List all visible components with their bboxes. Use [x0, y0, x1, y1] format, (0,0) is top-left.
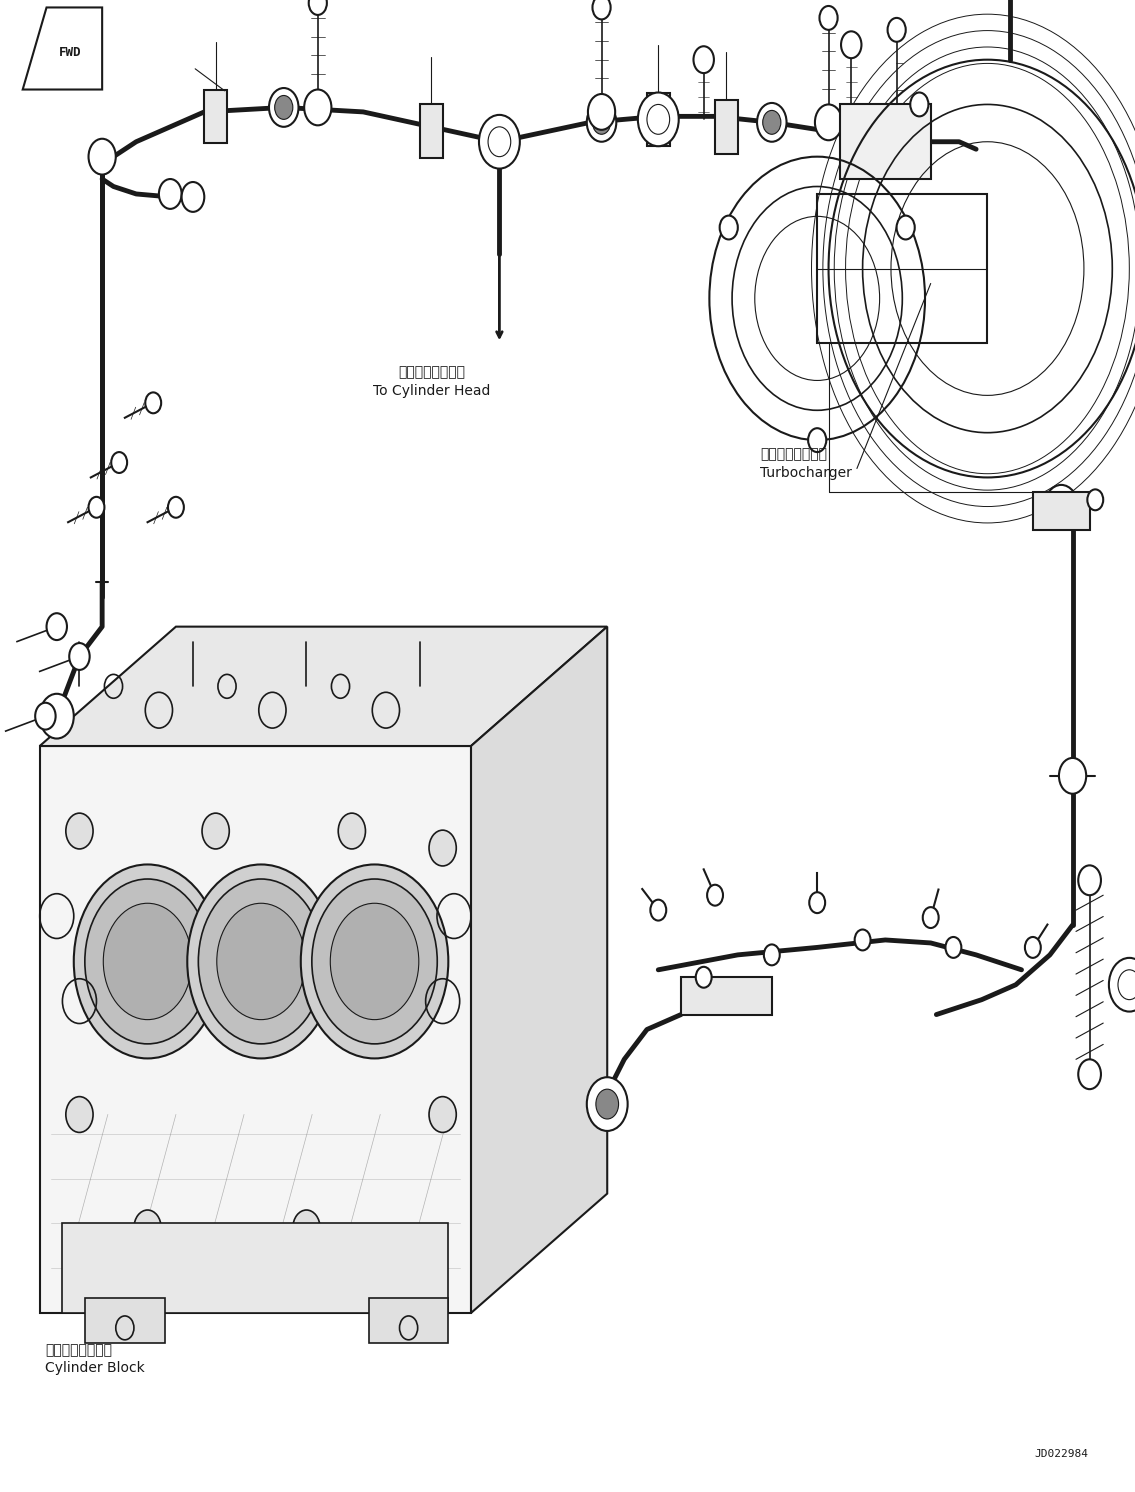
Circle shape [1078, 865, 1101, 895]
Bar [817, 194, 987, 343]
Circle shape [168, 497, 184, 518]
Circle shape [202, 813, 229, 849]
Circle shape [134, 1210, 161, 1246]
Circle shape [159, 179, 182, 209]
Circle shape [1078, 1059, 1101, 1089]
Circle shape [40, 694, 74, 739]
Circle shape [429, 1097, 456, 1132]
Circle shape [66, 813, 93, 849]
Circle shape [855, 930, 871, 950]
Circle shape [66, 1097, 93, 1132]
Bar [85, 1298, 165, 1343]
Circle shape [199, 879, 323, 1044]
Bar [840, 104, 931, 179]
Circle shape [301, 864, 448, 1058]
Circle shape [293, 1210, 320, 1246]
Circle shape [945, 937, 961, 958]
Bar [420, 104, 443, 158]
Polygon shape [471, 627, 607, 1313]
Circle shape [923, 907, 939, 928]
Circle shape [1044, 485, 1078, 530]
Circle shape [888, 18, 906, 42]
Circle shape [638, 93, 679, 146]
Circle shape [187, 864, 335, 1058]
Text: シリンダヘッドへ
To Cylinder Head: シリンダヘッドへ To Cylinder Head [372, 366, 490, 398]
Circle shape [809, 892, 825, 913]
Bar [681, 977, 772, 1015]
Circle shape [304, 90, 331, 125]
Circle shape [103, 903, 192, 1019]
Circle shape [111, 452, 127, 473]
Circle shape [275, 95, 293, 119]
Circle shape [1059, 758, 1086, 794]
Circle shape [587, 103, 616, 142]
Circle shape [269, 88, 299, 127]
Text: ターボチャージャ
Turbocharger: ターボチャージャ Turbocharger [760, 448, 852, 480]
Polygon shape [40, 746, 471, 1313]
Circle shape [720, 216, 738, 240]
Circle shape [312, 879, 437, 1044]
Circle shape [596, 1089, 619, 1119]
Circle shape [910, 93, 928, 116]
Circle shape [1109, 958, 1135, 1012]
Circle shape [74, 864, 221, 1058]
Text: JD022984: JD022984 [1034, 1449, 1088, 1459]
Circle shape [707, 885, 723, 906]
Bar [1033, 492, 1090, 530]
Circle shape [650, 900, 666, 921]
Circle shape [693, 46, 714, 73]
Circle shape [330, 903, 419, 1019]
Polygon shape [23, 7, 102, 90]
Circle shape [815, 104, 842, 140]
Bar [369, 1298, 448, 1343]
Circle shape [145, 392, 161, 413]
Circle shape [1087, 489, 1103, 510]
Circle shape [764, 944, 780, 965]
Circle shape [35, 703, 56, 730]
Polygon shape [40, 627, 607, 746]
Bar [647, 93, 670, 146]
Circle shape [182, 182, 204, 212]
Circle shape [85, 879, 210, 1044]
Circle shape [1025, 937, 1041, 958]
Text: FWD: FWD [59, 46, 82, 60]
Circle shape [479, 115, 520, 169]
Circle shape [763, 110, 781, 134]
Circle shape [696, 967, 712, 988]
Circle shape [89, 497, 104, 518]
Circle shape [841, 31, 861, 58]
Circle shape [592, 110, 611, 134]
Circle shape [757, 103, 787, 142]
Bar [204, 90, 227, 143]
Circle shape [47, 613, 67, 640]
Circle shape [592, 0, 611, 19]
Circle shape [819, 6, 838, 30]
Circle shape [309, 0, 327, 15]
Circle shape [808, 428, 826, 452]
Circle shape [587, 1077, 628, 1131]
Bar [62, 1223, 448, 1313]
Circle shape [588, 94, 615, 130]
Circle shape [69, 643, 90, 670]
Circle shape [338, 813, 365, 849]
Bar [715, 100, 738, 154]
Circle shape [429, 830, 456, 865]
Circle shape [217, 903, 305, 1019]
Circle shape [89, 139, 116, 175]
Circle shape [897, 216, 915, 240]
Text: シリンダブロック
Cylinder Block: シリンダブロック Cylinder Block [45, 1343, 145, 1376]
